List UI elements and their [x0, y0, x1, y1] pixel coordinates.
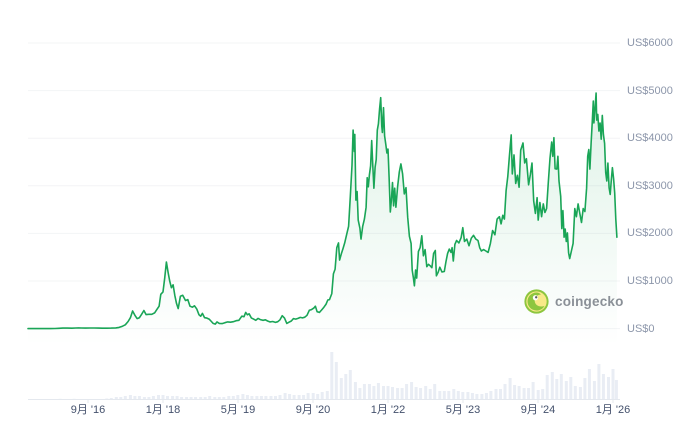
x-axis-label: 1月 '26: [595, 404, 631, 416]
price-line: [27, 92, 618, 330]
x-axis-label: 5月 '19: [220, 404, 256, 416]
x-axis-label: 9月 '24: [520, 404, 556, 416]
y-axis-label: US$5000: [627, 84, 673, 97]
coingecko-logo-icon: [524, 289, 549, 314]
x-axis-label: 9月 '16: [70, 404, 106, 416]
x-axis-label: 1月 '22: [370, 404, 406, 416]
price-area: [28, 93, 617, 346]
y-axis-label: US$1000: [627, 275, 673, 287]
volume-bars: [30, 352, 618, 400]
coingecko-watermark-text: coingecko: [555, 294, 624, 309]
y-axis-label: US$2000: [627, 227, 673, 240]
y-axis-label: US$0: [627, 322, 655, 335]
y-axis-label: US$4000: [627, 132, 673, 145]
x-axis-label: 5月 '23: [445, 404, 481, 416]
y-axis-label: US$6000: [627, 37, 673, 49]
x-axis-label: 9月 '20: [295, 404, 331, 416]
y-axis-label: US$3000: [627, 179, 673, 192]
coingecko-watermark[interactable]: coingecko: [524, 289, 624, 314]
x-axis-label: 1月 '18: [145, 404, 181, 416]
